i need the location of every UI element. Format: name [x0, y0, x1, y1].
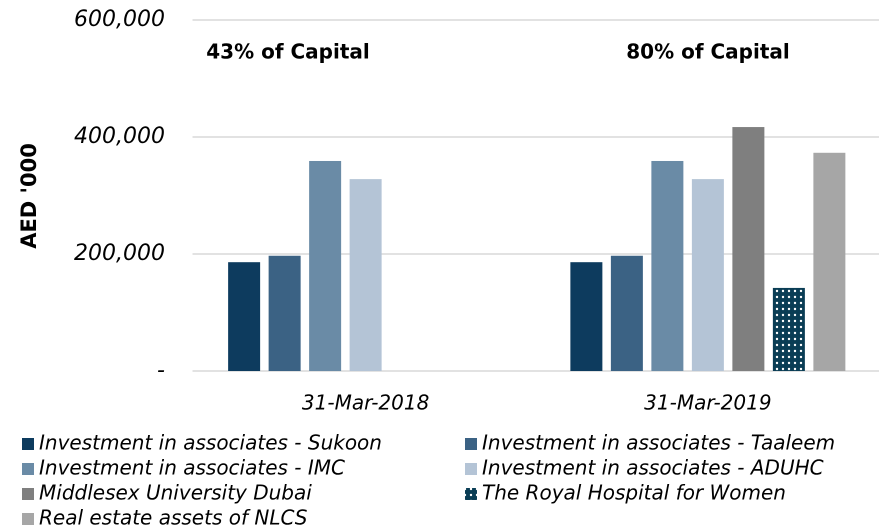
- legend-marker: [22, 463, 34, 475]
- x-tick-label: 31-Mar-2018: [302, 391, 429, 415]
- legend-label: Middlesex University Dubai: [39, 481, 312, 505]
- legend-marker: [22, 438, 34, 450]
- legend-label: Real estate assets of NLCS: [39, 506, 308, 529]
- annotation: 80% of Capital: [626, 40, 790, 64]
- y-tick-label: -: [157, 358, 165, 383]
- bar: [349, 179, 382, 371]
- bar: [813, 152, 846, 371]
- legend-label: Investment in associates - Sukoon: [39, 431, 382, 455]
- annotation: 43% of Capital: [206, 40, 370, 64]
- legend-label: The Royal Hospital for Women: [482, 481, 786, 505]
- legend-marker: [465, 438, 477, 450]
- legend-label: Investment in associates - Taaleem: [482, 431, 835, 455]
- bar: [691, 179, 724, 371]
- bar: [570, 262, 603, 371]
- y-tick-label: 600,000: [74, 7, 165, 32]
- bar: [309, 160, 342, 371]
- legend-label: Investment in associates - IMC: [39, 456, 345, 480]
- y-tick-label: 400,000: [74, 124, 165, 149]
- bar: [268, 255, 301, 371]
- bar: [651, 160, 684, 371]
- bar: [228, 262, 261, 371]
- legend-marker: [22, 513, 34, 525]
- bar: [732, 127, 765, 372]
- y-axis-label: AED '000: [17, 143, 41, 249]
- legend-marker: [465, 488, 477, 500]
- legend-marker: [465, 463, 477, 475]
- bar: [610, 255, 643, 371]
- legend-marker: [22, 488, 34, 500]
- y-tick-label: 200,000: [74, 241, 165, 266]
- legend-label: Investment in associates - ADUHC: [482, 456, 824, 480]
- x-tick-label: 31-Mar-2019: [644, 391, 771, 415]
- bar: [772, 287, 805, 371]
